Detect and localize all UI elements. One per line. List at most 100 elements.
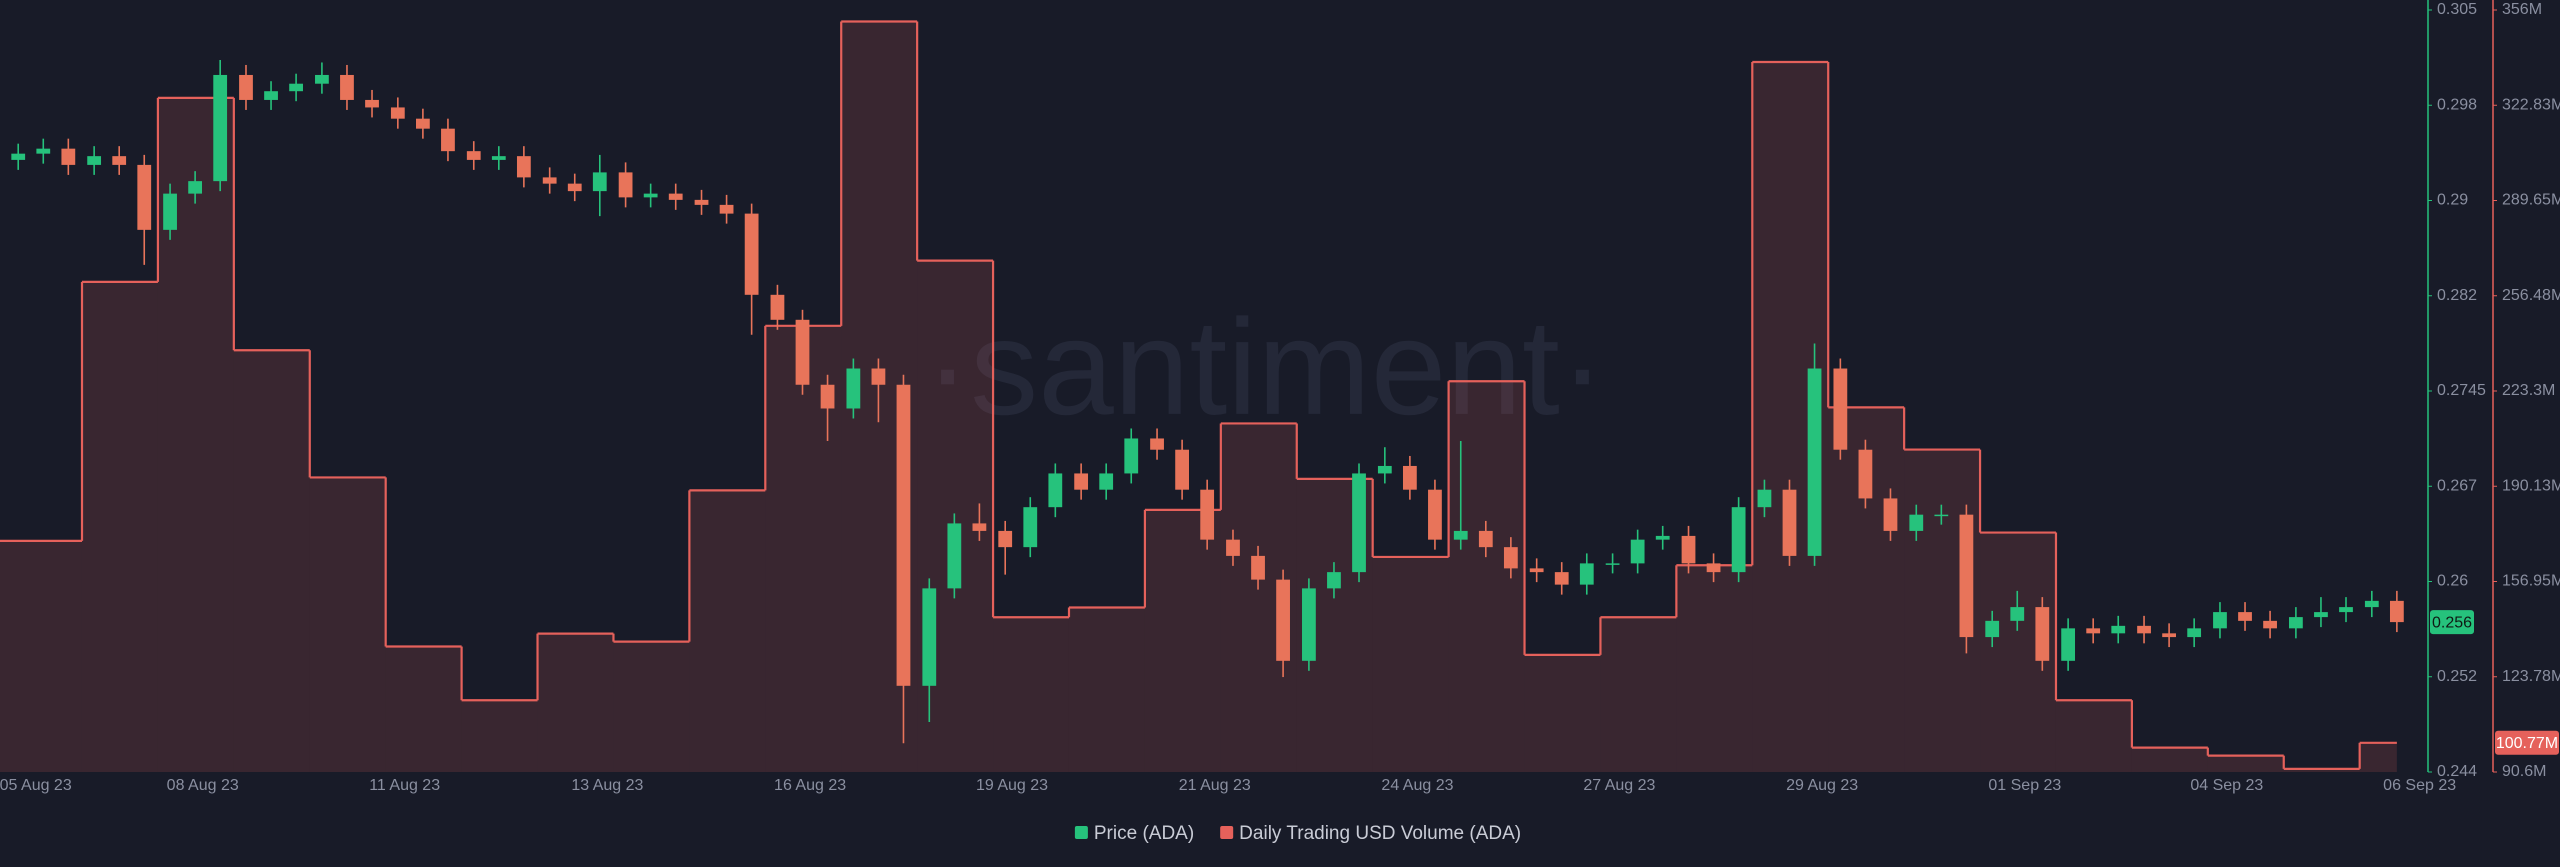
- candle-body: [137, 164, 152, 230]
- candle-body: [618, 172, 633, 198]
- candle-body: [1681, 535, 1696, 564]
- candle-body: [441, 128, 455, 152]
- candle-body: [1706, 563, 1721, 573]
- volume-area: [537, 633, 614, 772]
- volume-area: [81, 281, 158, 772]
- y-tick-label: 0.26: [2437, 573, 2468, 590]
- candle-body: [2086, 628, 2101, 634]
- y-tick-label: 0.2745: [2437, 382, 2486, 399]
- volume-area: [233, 350, 310, 772]
- y2-tick-label: 289.65M: [2502, 192, 2560, 209]
- candle-body: [516, 156, 531, 178]
- x-tick-label: 21 Aug 23: [1179, 777, 1251, 794]
- y2-tick-label: 90.6M: [2502, 763, 2546, 780]
- candle-body: [112, 156, 127, 165]
- volume-area: [0, 540, 82, 772]
- candle-body: [1276, 579, 1290, 661]
- price-layer: [11, 59, 2404, 744]
- candle-body: [871, 368, 886, 385]
- candle-body: [896, 384, 911, 686]
- candle-body: [1757, 489, 1772, 508]
- candle-body: [2111, 625, 2126, 634]
- x-tick-label: 01 Sep 23: [1988, 777, 2061, 794]
- candle-body: [1529, 568, 1544, 573]
- volume-area: [1676, 565, 1753, 772]
- volume-area: [1448, 381, 1525, 772]
- candle-body: [340, 74, 354, 100]
- volume-area: [2055, 700, 2132, 772]
- candle-body: [1453, 530, 1468, 540]
- candle-body: [795, 319, 810, 385]
- y2-tick-label: 223.3M: [2502, 382, 2555, 399]
- x-tick-label: 16 Aug 23: [774, 777, 846, 794]
- candle-body: [567, 183, 582, 192]
- candle-body: [1327, 572, 1341, 589]
- volume-area: [2359, 742, 2397, 772]
- candle-body: [36, 148, 51, 154]
- legend-swatch: [1220, 826, 1234, 839]
- candle-body: [1302, 588, 1316, 661]
- candle-body: [1048, 473, 1063, 508]
- volume-area: [1524, 654, 1601, 772]
- candle-body: [2061, 628, 2076, 661]
- y-tick-label: 0.282: [2437, 287, 2477, 304]
- volume-area: [993, 617, 1069, 772]
- y-tick-label: 0.29: [2437, 192, 2468, 209]
- candle-body: [1377, 465, 1392, 474]
- candle-body: [1503, 547, 1518, 569]
- candle-body: [2263, 620, 2277, 629]
- y-tick-label: 0.298: [2437, 96, 2477, 113]
- price-current-badge: [2430, 610, 2474, 635]
- candle-body: [1858, 449, 1873, 499]
- y2-tick-label: 356M: [2502, 1, 2542, 18]
- candle-body: [1352, 473, 1366, 573]
- candle-body: [1883, 498, 1898, 531]
- candle-body: [2213, 612, 2227, 629]
- x-tick-label: 13 Aug 23: [571, 777, 643, 794]
- candle-body: [2289, 617, 2303, 629]
- x-tick-label: 11 Aug 23: [369, 777, 440, 794]
- candle-body: [11, 153, 26, 160]
- candle-body: [466, 151, 481, 160]
- candle-body: [1605, 563, 1620, 565]
- volume-area: [613, 641, 690, 772]
- volume-current-badge: [2495, 730, 2559, 755]
- candle-body: [2314, 612, 2328, 618]
- y2-tick-label: 156.95M: [2502, 573, 2560, 590]
- price-current-label: 0.256: [2432, 614, 2472, 631]
- candle-body: [1630, 539, 1645, 564]
- volume-area: [689, 490, 766, 772]
- candle-body: [1985, 620, 2000, 638]
- y2-tick-label: 256.48M: [2502, 287, 2560, 304]
- candle-body: [2339, 607, 2353, 613]
- x-tick-label: 24 Aug 23: [1381, 777, 1453, 794]
- legend-swatch: [1074, 826, 1088, 839]
- candle-body: [1959, 514, 1974, 638]
- candle-body: [1833, 368, 1848, 450]
- candle-body: [998, 530, 1013, 548]
- candle-body: [1226, 539, 1240, 556]
- candle-body: [365, 99, 379, 108]
- candle-body: [972, 523, 987, 531]
- y2-tick-label: 123.78M: [2502, 668, 2560, 685]
- y2-tick-label: 190.13M: [2502, 477, 2560, 494]
- volume-area: [2207, 755, 2284, 772]
- candle-body: [1579, 563, 1594, 585]
- volume-area: [2283, 768, 2360, 772]
- candle-body: [744, 213, 759, 295]
- candle-body: [1175, 449, 1190, 490]
- candle-body: [770, 294, 785, 320]
- volume-area: [1372, 556, 1449, 772]
- y2-tick-label: 322.83M: [2502, 96, 2560, 113]
- candle-body: [390, 107, 405, 119]
- candle-body: [61, 148, 76, 165]
- legend: Price (ADA) Daily Trading USD Volume (ADA…: [1074, 823, 1521, 844]
- candle-body: [2187, 628, 2202, 638]
- candle-body: [87, 156, 102, 165]
- candle-body: [1909, 514, 1924, 531]
- candle-body: [1731, 507, 1746, 573]
- candle-body: [315, 74, 329, 84]
- candle-body: [491, 156, 506, 160]
